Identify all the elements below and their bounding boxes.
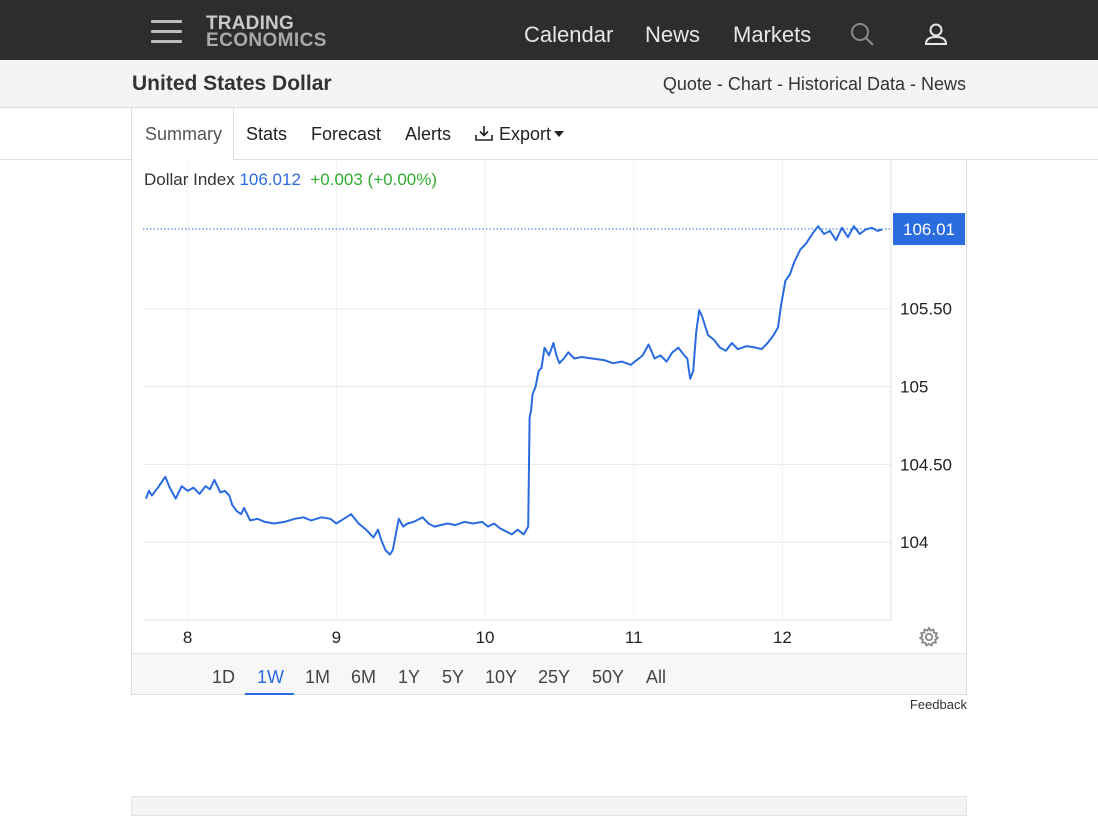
chart-link[interactable]: Chart bbox=[727, 74, 772, 94]
search-icon[interactable] bbox=[850, 22, 876, 48]
lower-content-panel bbox=[131, 796, 967, 816]
hamburger-menu-icon[interactable] bbox=[151, 19, 183, 45]
range-1m-button[interactable]: 1M bbox=[305, 667, 331, 687]
range-25y-button[interactable]: 25Y bbox=[538, 667, 571, 687]
export-label: Export bbox=[499, 124, 552, 144]
logo-line-2: ECONOMICS bbox=[206, 30, 327, 51]
tab-export[interactable]: Export bbox=[474, 124, 565, 145]
tab-summary[interactable]: Summary bbox=[131, 108, 234, 160]
x-tick-label: 12 bbox=[773, 628, 792, 647]
range-1y-button[interactable]: 1Y bbox=[398, 667, 421, 687]
link-separator: - bbox=[771, 74, 788, 94]
range-1d-button[interactable]: 1D bbox=[212, 667, 236, 687]
tab-forecast[interactable]: Forecast bbox=[311, 124, 382, 144]
link-separator: - bbox=[904, 74, 921, 94]
nav-markets-link[interactable]: Markets bbox=[733, 22, 812, 47]
time-range-selector: 1D 1W 1M 6M 1Y 5Y 10Y 25Y 50Y All bbox=[132, 653, 966, 695]
range-10y-button[interactable]: 10Y bbox=[485, 667, 518, 687]
tab-stats[interactable]: Stats bbox=[246, 124, 288, 144]
top-navigation-bar: TRADING ECONOMICS Calendar News Markets bbox=[0, 0, 1098, 60]
feedback-link[interactable]: Feedback bbox=[909, 697, 967, 712]
chart-settings-gear-icon[interactable] bbox=[918, 626, 940, 648]
page-subheader: United States Dollar Quote - Chart - His… bbox=[0, 60, 1098, 108]
y-tick-label: 105.50 bbox=[900, 300, 952, 319]
x-tick-label: 9 bbox=[332, 628, 341, 647]
range-5y-button[interactable]: 5Y bbox=[442, 667, 465, 687]
nav-calendar-link[interactable]: Calendar bbox=[524, 22, 614, 47]
logo-line-1: TRADING bbox=[206, 13, 294, 34]
quote-link[interactable]: Quote bbox=[662, 74, 712, 94]
user-icon[interactable] bbox=[923, 22, 949, 48]
chart-legend: Dollar Index 106.012 +0.003 (+0.00%) bbox=[144, 170, 437, 190]
range-50y-button[interactable]: 50Y bbox=[592, 667, 625, 687]
active-range-underline bbox=[245, 693, 294, 695]
x-tick-label: 10 bbox=[476, 628, 495, 647]
x-tick-label: 8 bbox=[183, 628, 192, 647]
chevron-down-icon bbox=[554, 130, 565, 137]
chart-panel bbox=[131, 159, 967, 695]
range-1w-button[interactable]: 1W bbox=[257, 667, 284, 687]
x-tick-label: 11 bbox=[625, 628, 643, 647]
nav-news-link[interactable]: News bbox=[645, 22, 701, 47]
instrument-change: +0.003 (+0.00%) bbox=[310, 170, 438, 189]
instrument-price: 106.012 bbox=[239, 170, 301, 189]
link-separator: - bbox=[711, 74, 728, 94]
y-tick-label: 105 bbox=[900, 378, 928, 397]
range-all-button[interactable]: All bbox=[646, 667, 667, 687]
last-value-badge bbox=[893, 213, 965, 246]
page-title: United States Dollar bbox=[132, 72, 332, 95]
download-icon bbox=[475, 126, 493, 141]
range-6m-button[interactable]: 6M bbox=[351, 667, 377, 687]
instrument-name: Dollar Index bbox=[144, 170, 235, 189]
site-logo[interactable]: TRADING ECONOMICS bbox=[206, 13, 327, 51]
subheader-links: Quote - Chart - Historical Data - News bbox=[663, 74, 966, 95]
y-tick-label: 104.50 bbox=[900, 455, 952, 474]
dollar-index-series-line bbox=[145, 225, 883, 556]
historical-data-link[interactable]: Historical Data bbox=[787, 74, 905, 94]
news-link[interactable]: News bbox=[920, 74, 966, 94]
tabs-row: Summary Stats Forecast Alerts Export bbox=[0, 108, 1098, 160]
last-value-badge-label: 106.01 bbox=[903, 220, 955, 239]
y-tick-label: 104 bbox=[900, 533, 928, 552]
tab-alerts[interactable]: Alerts bbox=[405, 124, 452, 144]
